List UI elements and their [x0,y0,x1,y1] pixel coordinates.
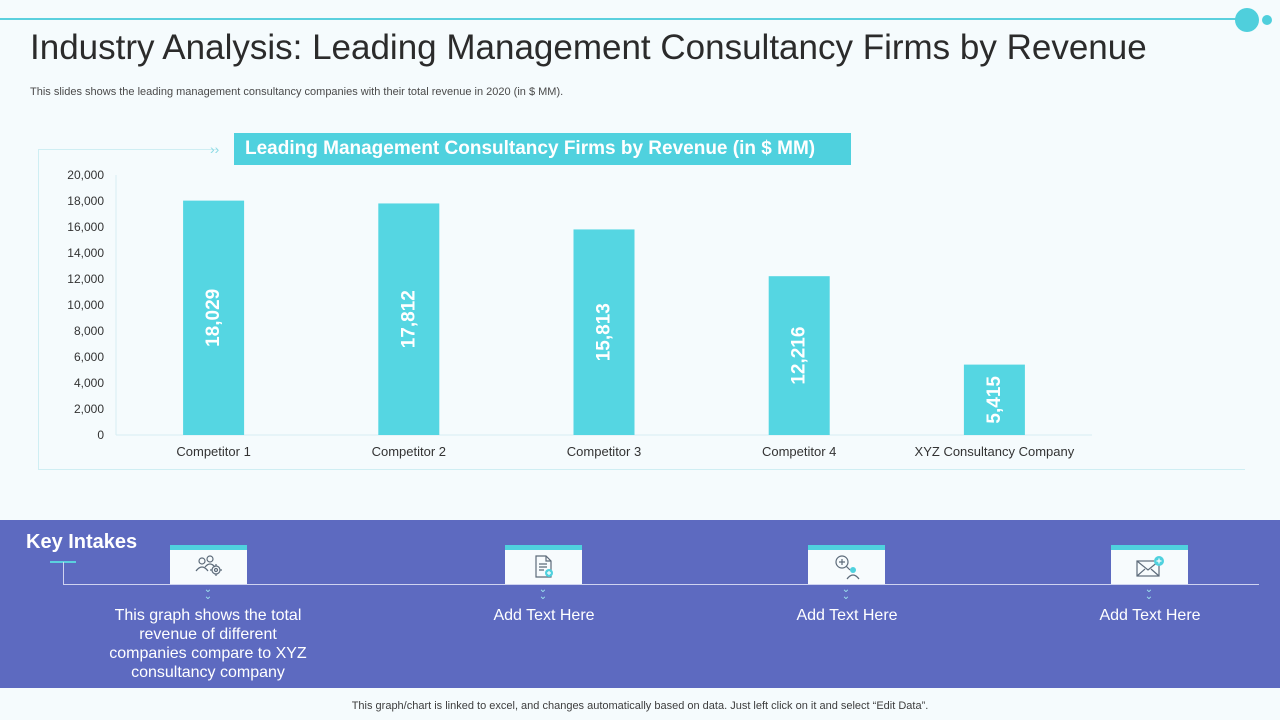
chevron-down-icon: ⌄ ⌄ [1144,584,1154,602]
document-add-icon [534,555,553,578]
people-gear-icon [195,555,222,576]
intake-1-line: companies compare to XYZ [109,645,307,662]
intake-icon-box-2 [505,545,582,584]
chevron-down-icon: ⌄ ⌄ [203,584,213,602]
footer-note: This graph/chart is linked to excel, and… [351,700,929,712]
intake-1-line: revenue of different [139,626,277,643]
top-accent-dot [1235,8,1259,32]
intake-text-3: Add Text Here [796,607,898,624]
timeline-vertical-line [63,562,64,584]
chart-title: Leading Management Consultancy Firms by … [234,133,851,165]
intake-text-1: This graph shows the total revenue of di… [95,606,321,682]
page-subtitle: This slides shows the leading management… [30,86,564,98]
chart-frame [38,149,1245,470]
mail-add-icon [1135,556,1164,577]
intake-1-line: This graph shows the total [114,607,302,624]
double-chevron-right-icon: ›› [210,141,220,157]
intake-1-line: consultancy company [131,664,285,681]
timeline-line [63,584,1259,585]
intake-icon-box-1 [170,545,247,584]
top-accent-dot-small [1262,15,1272,25]
intake-text-4: Add Text Here [1099,607,1201,624]
intake-text-2: Add Text Here [493,607,595,624]
chart-frame-top [38,149,218,150]
chevron-down-icon: ⌄ ⌄ [538,584,548,602]
intake-icon-box-3 [808,545,885,584]
page-title: Industry Analysis: Leading Management Co… [30,28,1147,67]
key-intakes-title: Key Intakes [26,531,138,553]
top-accent-line [0,18,1240,20]
intake-icon-box-4 [1111,545,1188,584]
search-person-icon [834,555,859,580]
chevron-down-icon: ⌄ ⌄ [841,584,851,602]
